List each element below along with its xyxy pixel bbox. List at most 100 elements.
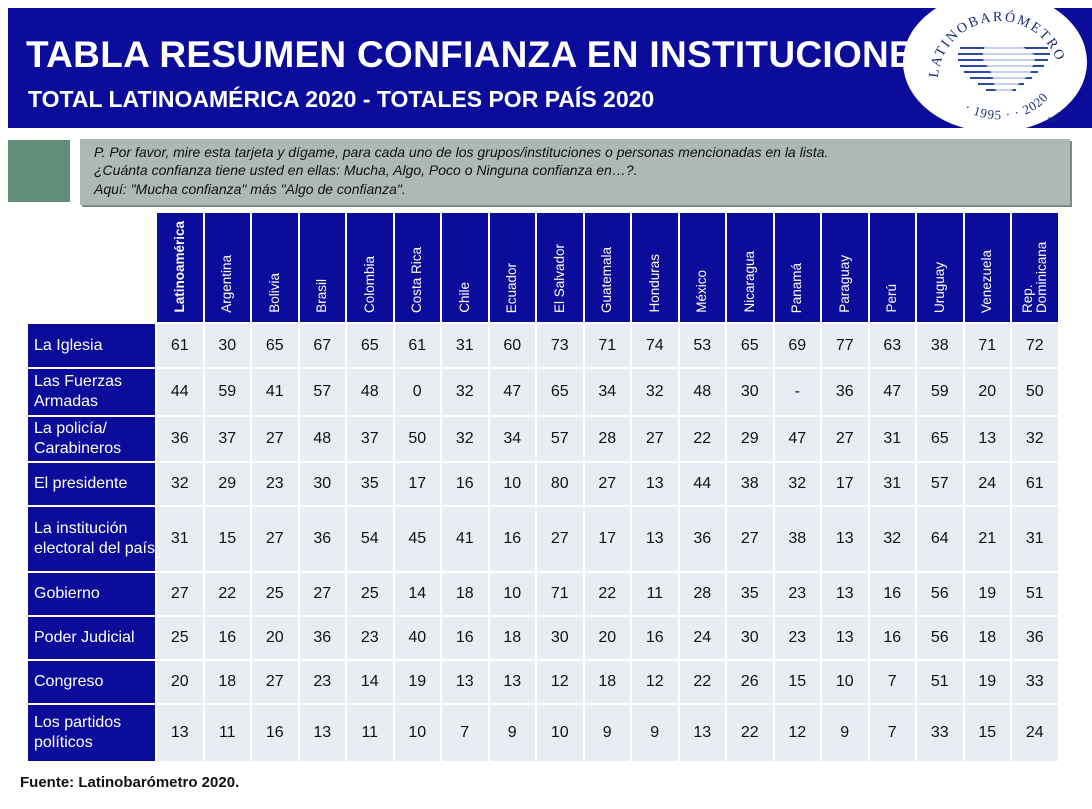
table-cell: 14: [394, 573, 440, 615]
table-row: Poder Judicial 25 16 20 36 23 40 16 18 30 20 16 24 30…: [28, 617, 1058, 659]
column-header-label: Rep. Dominicana: [1019, 241, 1049, 313]
table-cell: 19: [964, 573, 1010, 615]
table-cell: 16: [442, 463, 488, 505]
column-header: Rep. Dominicana: [1012, 213, 1058, 322]
table-cell: 38: [774, 507, 820, 571]
table-cell: 19: [394, 661, 440, 703]
column-header-label: Bolivia: [266, 273, 282, 313]
table-cell: 36: [679, 507, 725, 571]
table-cell: 27: [252, 507, 298, 571]
table-cell: 26: [727, 661, 773, 703]
column-header-label: Venezuela: [979, 249, 995, 313]
column-header-label: El Salvador: [551, 243, 567, 313]
column-header: Bolivia: [252, 213, 298, 322]
table-cell: 32: [869, 507, 915, 571]
table-cell: 34: [489, 417, 535, 461]
table-cell: 59: [917, 369, 963, 415]
column-header-label: Honduras: [646, 254, 662, 313]
table-cell: 69: [774, 324, 820, 367]
table-cell: 27: [822, 417, 868, 461]
table-cell: 48: [299, 417, 345, 461]
table-cell: 31: [869, 417, 915, 461]
column-header: Colombia: [347, 213, 393, 322]
table-cell: 32: [442, 369, 488, 415]
table-cell: 11: [347, 705, 393, 761]
table-cell: 44: [679, 463, 725, 505]
table-cell: 57: [299, 369, 345, 415]
page-title: TABLA RESUMEN CONFIANZA EN INSTITUCIONES: [26, 34, 940, 75]
table-cell: 37: [204, 417, 250, 461]
table-cell: 65: [347, 324, 393, 367]
table-row: Las Fuerzas Armadas 44 59 41 57 48 0 32 47 65 34 32…: [28, 369, 1058, 415]
table-cell: 51: [1012, 573, 1058, 615]
column-header: Latinoamérica: [157, 213, 203, 322]
table-cell: 47: [869, 369, 915, 415]
table-cell: 61: [394, 324, 440, 367]
table-cell: 0: [394, 369, 440, 415]
table-cell: 10: [489, 573, 535, 615]
table-cell: 36: [157, 417, 203, 461]
table-cell: 35: [727, 573, 773, 615]
table-cell: 33: [1012, 661, 1058, 703]
column-header: Costa Rica: [394, 213, 440, 322]
table-cell: 12: [632, 661, 678, 703]
table-cell: 27: [157, 573, 203, 615]
table-cell: 27: [727, 507, 773, 571]
table-cell: 30: [537, 617, 583, 659]
table-cell: 13: [822, 617, 868, 659]
table-cell: 41: [252, 369, 298, 415]
table-cell: 13: [822, 573, 868, 615]
table-cell: 31: [1012, 507, 1058, 571]
table-cell: 20: [157, 661, 203, 703]
column-header: Uruguay: [917, 213, 963, 322]
table-cell: 17: [584, 507, 630, 571]
row-label: La Iglesia: [28, 324, 155, 367]
column-header-label: Guatemala: [599, 246, 615, 313]
column-header: Nicaragua: [727, 213, 773, 322]
column-header-label: Argentina: [219, 255, 235, 313]
table-cell: 77: [822, 324, 868, 367]
table-cell: 31: [869, 463, 915, 505]
column-header: Guatemala: [584, 213, 630, 322]
table-cell: 72: [1012, 324, 1058, 367]
row-label: Gobierno: [28, 573, 155, 615]
table-cell: 36: [822, 369, 868, 415]
table-cell: 35: [347, 463, 393, 505]
table-cell: 64: [917, 507, 963, 571]
table-cell: 71: [584, 324, 630, 367]
table-cell: 22: [727, 705, 773, 761]
table-cell: 54: [347, 507, 393, 571]
table-cell: 22: [679, 661, 725, 703]
table-cell: 10: [394, 705, 440, 761]
table-cell: 34: [584, 369, 630, 415]
table-cell: 80: [537, 463, 583, 505]
row-label: La institución electoral del país: [28, 507, 155, 571]
table-cell: 47: [774, 417, 820, 461]
column-header-label: Paraguay: [836, 255, 852, 313]
table-cell: 25: [347, 573, 393, 615]
table-cell: 27: [537, 507, 583, 571]
table-cell: 22: [584, 573, 630, 615]
table-cell: 16: [869, 617, 915, 659]
table-row: Congreso 20 18 27 23 14 19 13 13 12 18 12 22 26 15 10 7 5…: [28, 661, 1058, 703]
row-label: El presidente: [28, 463, 155, 505]
table-cell: 13: [964, 417, 1010, 461]
table-cell: 31: [442, 324, 488, 367]
table-cell: 9: [584, 705, 630, 761]
table-cell: 37: [347, 417, 393, 461]
source-note: Fuente: Latinobarómetro 2020.: [20, 774, 240, 791]
table-cell: 30: [204, 324, 250, 367]
table-cell: 60: [489, 324, 535, 367]
table-cell: 45: [394, 507, 440, 571]
table-cell: 18: [489, 617, 535, 659]
table-cell: 17: [822, 463, 868, 505]
table-cell: 13: [442, 661, 488, 703]
table-cell: 38: [917, 324, 963, 367]
table-cell: 65: [537, 369, 583, 415]
table-row: El presidente 32 29 23 30 35 17 16 10 80 27 13 44 38 3…: [28, 463, 1058, 505]
column-header-label: Chile: [456, 282, 472, 313]
table-cell: -: [774, 369, 820, 415]
table-cell: 23: [347, 617, 393, 659]
table-cell: 56: [917, 617, 963, 659]
table-cell: 16: [632, 617, 678, 659]
